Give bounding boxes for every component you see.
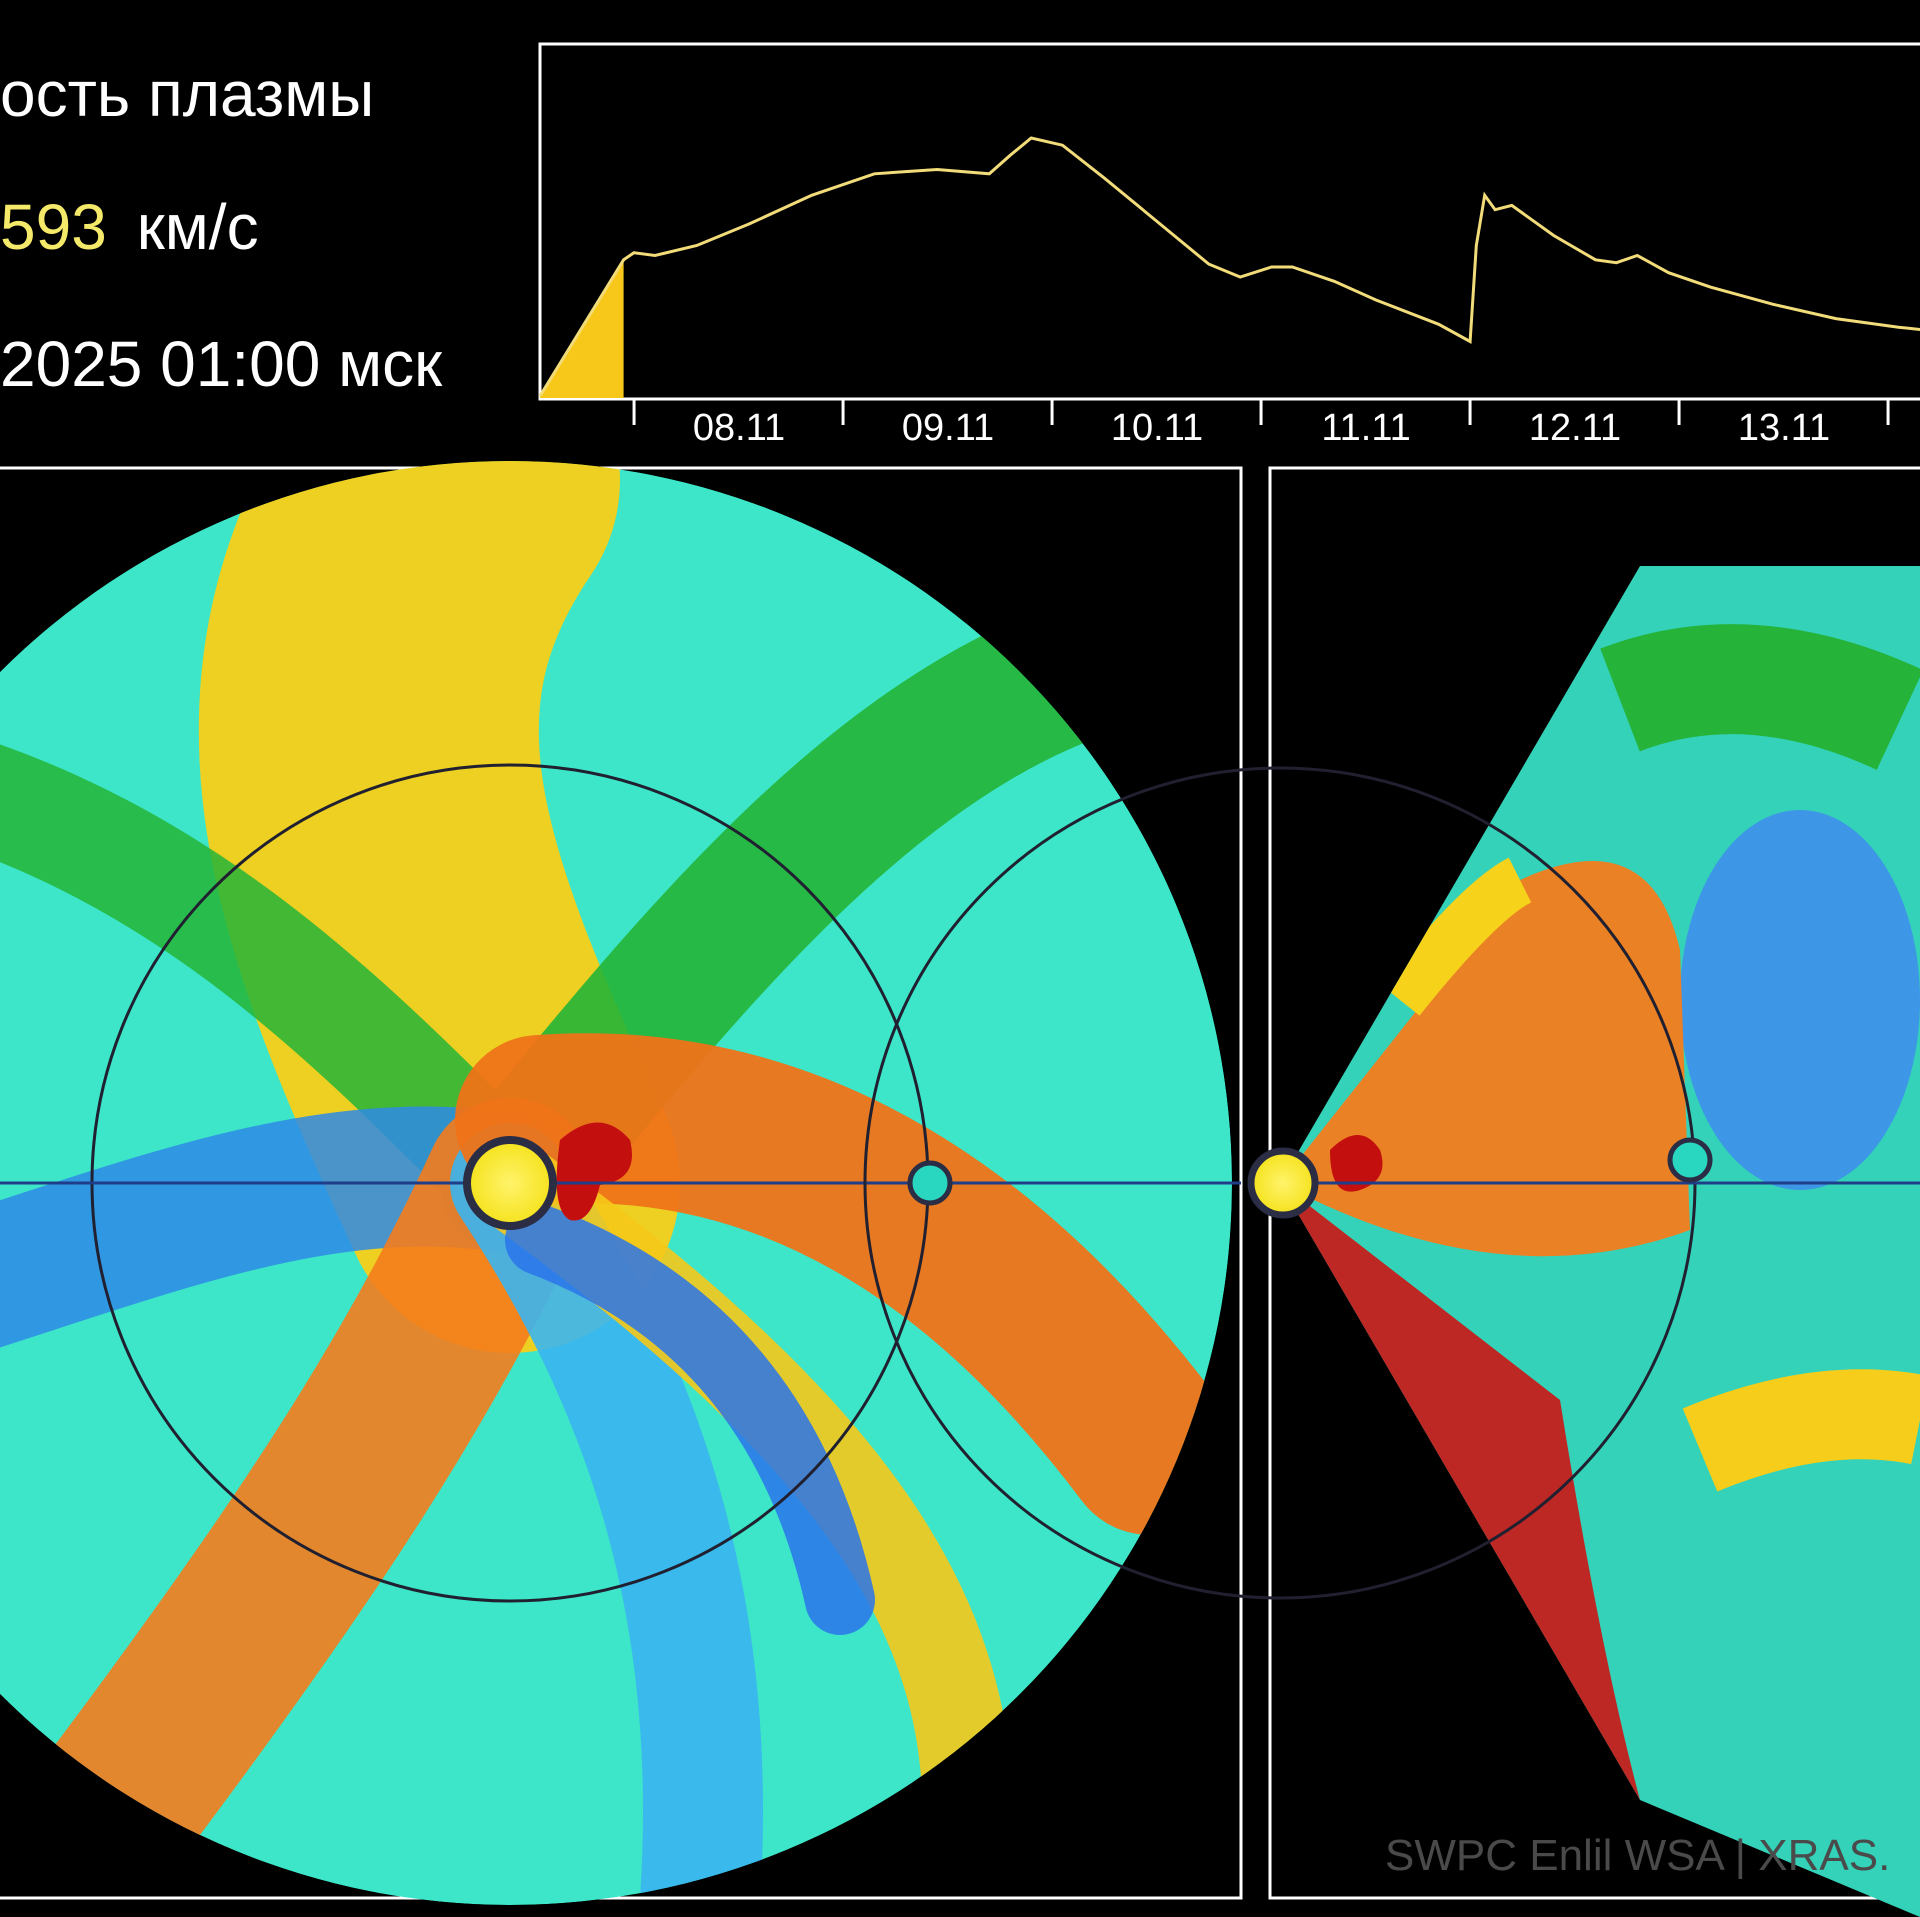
earth-marker-right [1667, 1137, 1713, 1183]
speed-value: 593 [0, 191, 107, 263]
speed-timeseries-chart: 08.11 09.11 10.11 11.11 12.11 13.11 [538, 42, 1920, 449]
x-axis-tick-labels: 08.11 09.11 10.11 11.11 12.11 13.11 [693, 407, 1830, 449]
model-credit: SWPC Enlil WSA | XRAS. [1385, 1831, 1890, 1880]
timestamp: 2025 01:00 мск [0, 328, 443, 400]
cme-blob-left [556, 1122, 632, 1221]
x-axis-ticks [632, 399, 1890, 425]
earth-marker-left [907, 1160, 953, 1206]
sun-marker-left [463, 1136, 557, 1230]
x-tick-label: 11.11 [1321, 407, 1410, 449]
chart-frame [538, 42, 1920, 401]
speed-unit: км/с [136, 191, 259, 263]
chart-title: ость плазмы [0, 58, 375, 130]
speed-readout: 593 км/с [0, 195, 259, 259]
sun-marker-right [1247, 1147, 1319, 1219]
speed-map-right [1280, 566, 1920, 1917]
x-tick-label: 09.11 [902, 407, 994, 449]
ecliptic-plane-panel [0, 461, 1243, 1905]
series-line [538, 136, 1920, 397]
x-tick-label: 10.11 [1111, 407, 1203, 449]
x-tick-label: 13.11 [1738, 407, 1830, 449]
x-tick-label: 12.11 [1529, 407, 1621, 449]
x-tick-label: 08.11 [693, 407, 785, 449]
